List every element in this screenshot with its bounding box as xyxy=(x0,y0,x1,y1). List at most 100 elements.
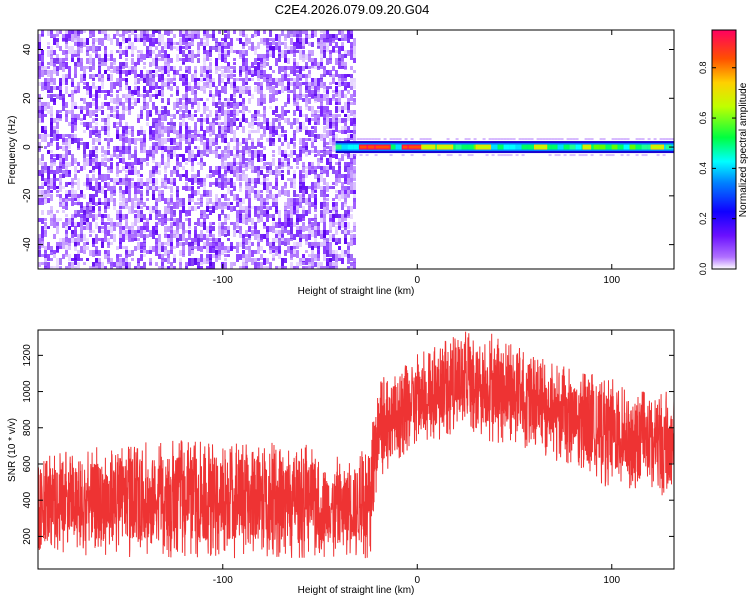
spectrogram-noise-cell xyxy=(107,238,110,245)
spectrogram-noise-cell xyxy=(272,70,275,73)
spectrogram-noise-cell xyxy=(185,34,188,39)
spectrogram-noise-cell xyxy=(299,146,302,151)
spectrogram-noise-cell xyxy=(224,58,227,63)
spectrogram-noise-cell xyxy=(149,262,152,265)
spectrogram-noise-cell xyxy=(206,98,209,101)
spectrogram-noise-cell xyxy=(203,258,206,264)
spectrogram-noise-cell xyxy=(263,134,266,137)
spectrogram-noise-cell xyxy=(260,206,263,210)
spectrogram-noise-cell xyxy=(119,50,122,56)
spectrogram-noise-cell xyxy=(152,210,155,213)
spectrogram-noise-cell xyxy=(77,222,80,227)
spectrogram-noise-cell xyxy=(260,62,263,67)
spectrogram-noise-cell xyxy=(56,70,59,76)
spectrogram-noise-cell xyxy=(146,198,149,201)
spectrogram-noise-cell xyxy=(308,74,311,78)
spectrogram-noise-cell xyxy=(257,174,260,178)
spectrogram-noise-cell xyxy=(233,74,236,77)
spectrogram-noise-cell xyxy=(164,166,167,170)
spectrogram-noise-cell xyxy=(65,34,68,38)
spectrogram-noise-cell xyxy=(311,162,314,169)
spectrogram-noise-cell xyxy=(287,74,290,77)
spectrogram-noise-cell xyxy=(251,258,254,265)
spectrogram-noise-cell xyxy=(335,194,338,199)
spectrogram-noise-cell xyxy=(119,46,122,49)
spectrogram-noise-cell xyxy=(122,38,125,44)
spectrogram-noise-cell xyxy=(293,30,296,37)
spectrogram-noise-cell xyxy=(200,202,203,207)
spectrogram-noise-cell xyxy=(137,190,140,194)
spectrogram-noise-cell xyxy=(218,106,221,111)
spectrogram-noise-cell xyxy=(188,154,191,162)
spectrogram-noise-cell xyxy=(158,66,161,72)
spectrogram-noise-cell xyxy=(236,166,239,173)
spectrogram-noise-cell xyxy=(77,42,80,47)
spectrogram-noise-cell xyxy=(161,182,164,188)
spectrogram-noise-cell xyxy=(251,34,254,38)
spectrogram-noise-cell xyxy=(290,154,293,158)
spectrogram-noise-cell xyxy=(104,190,107,198)
spectrogram-noise-cell xyxy=(137,58,140,65)
spectrogram-noise-cell xyxy=(287,222,290,227)
spectrogram-noise-cell xyxy=(125,106,128,111)
spectrogram-noise-cell xyxy=(218,198,221,205)
spectrogram-noise-cell xyxy=(254,266,257,269)
spectrogram-noise-cell xyxy=(245,266,248,269)
spectrogram-noise-cell xyxy=(317,182,320,189)
spectrogram-noise-cell xyxy=(218,90,221,97)
spectrogram-noise-cell xyxy=(347,214,350,218)
spectrogram-noise-cell xyxy=(245,162,248,167)
spectrogram-noise-cell xyxy=(107,54,110,57)
spectrogram-noise-cell xyxy=(239,230,242,238)
spectrogram-noise-cell xyxy=(290,254,293,260)
spectrogram-y-tick-label: 0 xyxy=(22,144,33,150)
spectrogram-noise-cell xyxy=(176,102,179,108)
spectrogram-noise-cell xyxy=(146,186,149,193)
spectrogram-noise-cell xyxy=(98,70,101,74)
spectrogram-noise-cell xyxy=(53,134,56,141)
spectrogram-noise-cell xyxy=(170,210,173,218)
spectrogram-noise-cell xyxy=(248,158,251,165)
spectrogram-band-halo xyxy=(584,154,588,157)
spectrogram-noise-cell xyxy=(284,42,287,49)
spectrogram-noise-cell xyxy=(311,242,314,249)
spectrogram-noise-cell xyxy=(164,78,167,81)
spectrogram-noise-cell xyxy=(188,226,191,229)
spectrogram-noise-cell xyxy=(233,194,236,201)
spectrogram-band-halo xyxy=(503,138,507,141)
spectrogram-noise-cell xyxy=(314,114,317,122)
spectrogram-noise-cell xyxy=(176,70,179,75)
spectrogram-noise-cell xyxy=(110,82,113,90)
spectrogram-band-core xyxy=(623,144,630,150)
spectrogram-noise-cell xyxy=(353,138,356,141)
spectrogram-noise-cell xyxy=(245,34,248,41)
spectrogram-noise-cell xyxy=(278,218,281,224)
spectrogram-noise-cell xyxy=(332,114,335,118)
spectrogram-noise-cell xyxy=(353,258,356,263)
spectrogram-hot-spot xyxy=(534,145,547,149)
spectrogram-noise-cell xyxy=(329,234,332,241)
spectrogram-noise-cell xyxy=(89,170,92,173)
spectrogram-noise-cell xyxy=(128,46,131,49)
spectrogram-noise-cell xyxy=(74,258,77,265)
spectrogram-noise-cell xyxy=(158,170,161,175)
spectrogram-noise-cell xyxy=(140,54,143,59)
spectrogram-noise-cell xyxy=(299,106,302,110)
spectrogram-noise-cell xyxy=(113,122,116,128)
spectrogram-noise-cell xyxy=(44,134,47,142)
spectrogram-noise-cell xyxy=(248,162,251,169)
spectrogram-noise-cell xyxy=(296,86,299,89)
spectrogram-noise-cell xyxy=(203,86,206,93)
spectrogram-noise-cell xyxy=(284,218,287,225)
spectrogram-noise-cell xyxy=(278,150,281,155)
spectrogram-noise-cell xyxy=(149,130,152,135)
spectrogram-noise-cell xyxy=(305,170,308,178)
spectrogram-noise-cell xyxy=(161,246,164,252)
spectrogram-noise-cell xyxy=(266,214,269,222)
spectrogram-noise-cell xyxy=(164,246,167,252)
spectrogram-noise-cell xyxy=(71,134,74,141)
spectrogram-noise-cell xyxy=(89,74,92,79)
spectrogram-noise-cell xyxy=(161,90,164,96)
spectrogram-noise-cell xyxy=(134,70,137,78)
